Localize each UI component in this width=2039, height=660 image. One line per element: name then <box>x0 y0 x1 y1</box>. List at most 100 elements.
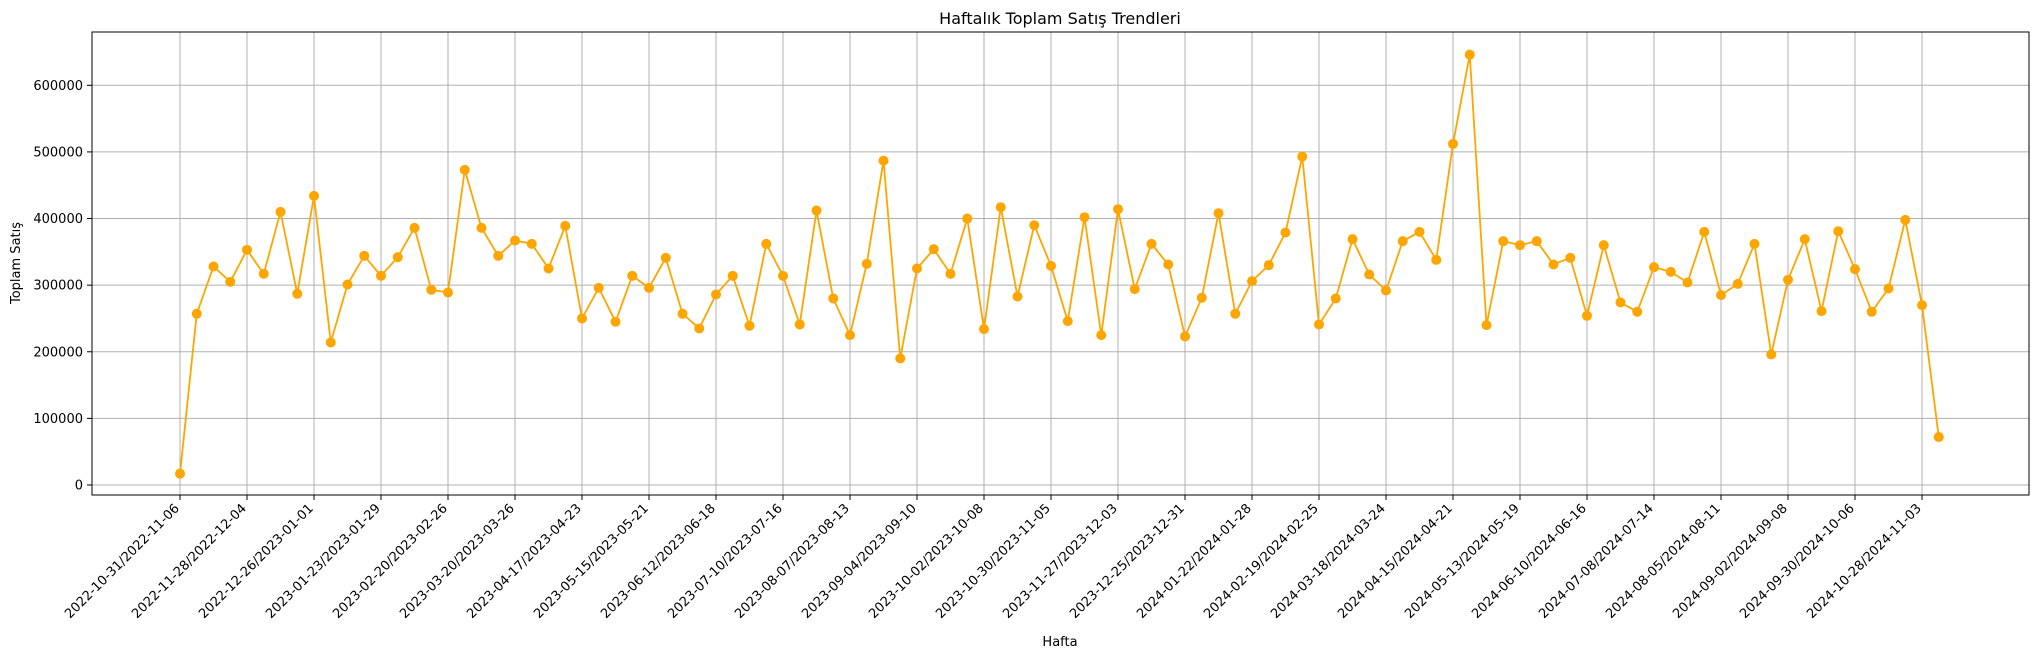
x-axis-label: Hafta <box>1042 635 1077 650</box>
data-point <box>208 261 219 272</box>
x-tick-label: 2024-10-28/2024-11-03 <box>1804 501 1925 622</box>
x-tick-label: 2023-07-10/2023-07-16 <box>665 501 786 622</box>
data-point <box>225 276 236 287</box>
data-point <box>694 323 705 334</box>
data-point <box>1866 306 1877 317</box>
data-point <box>1716 290 1726 301</box>
data-point <box>878 155 889 166</box>
x-tick-label: 2022-12-26/2023-01-01 <box>196 501 317 622</box>
x-tick-label: 2023-02-20/2023-02-26 <box>330 501 451 622</box>
data-point <box>175 468 185 479</box>
x-tick-label: 2023-12-25/2023-12-31 <box>1067 501 1188 622</box>
data-point <box>828 293 839 304</box>
x-tick-label: 2023-08-07/2023-08-13 <box>732 501 853 622</box>
data-point <box>1364 269 1375 280</box>
data-point <box>258 268 269 279</box>
y-tick-label: 300000 <box>33 279 83 294</box>
data-point <box>443 287 453 298</box>
y-tick-label: 0 <box>75 479 83 494</box>
data-point <box>644 282 654 293</box>
data-point <box>979 324 989 335</box>
data-point <box>1816 306 1827 317</box>
x-tick-label: 2024-09-02/2024-09-08 <box>1670 501 1791 622</box>
data-point <box>794 319 805 330</box>
x-tick-label: 2024-05-13/2024-05-19 <box>1402 501 1523 622</box>
data-point <box>493 250 504 261</box>
y-tick-label: 600000 <box>33 79 83 94</box>
data-point <box>1582 310 1592 321</box>
x-tick-label: 2023-09-04/2023-09-10 <box>799 501 920 622</box>
x-tick-label: 2024-08-05/2024-08-11 <box>1603 501 1724 622</box>
data-point <box>325 337 336 348</box>
data-point <box>1079 212 1090 223</box>
data-point <box>1448 138 1458 149</box>
data-point <box>309 190 319 201</box>
data-point <box>1180 331 1190 342</box>
x-tick-label: 2024-06-10/2024-06-16 <box>1469 501 1590 622</box>
y-axis-ticks: 0 100000 200000 300000 400000 500000 600000 <box>33 79 92 494</box>
data-point <box>1548 259 1559 270</box>
data-point <box>995 202 1006 213</box>
y-tick-label: 400000 <box>33 212 83 227</box>
data-point <box>1146 238 1157 249</box>
data-point <box>359 250 370 261</box>
data-point <box>1029 220 1040 231</box>
data-point <box>610 316 621 327</box>
data-point <box>1565 252 1576 263</box>
data-point <box>191 308 202 319</box>
data-point <box>1598 240 1609 251</box>
x-tick-label: 2024-07-08/2024-07-14 <box>1536 501 1657 622</box>
data-point <box>1096 330 1107 341</box>
data-point <box>1129 284 1140 295</box>
data-point <box>409 222 420 233</box>
y-axis-label: Toplam Satış <box>9 222 24 305</box>
data-point <box>1933 432 1944 443</box>
data-point <box>1330 293 1341 304</box>
data-point <box>811 205 822 216</box>
data-point <box>1917 300 1927 311</box>
data-point <box>1531 236 1542 247</box>
data-point <box>1297 151 1308 162</box>
chart-title: Haftalık Toplam Satış Trendleri <box>939 9 1181 28</box>
x-tick-label: 2023-03-20/2023-03-26 <box>397 501 518 622</box>
x-tick-label: 2023-06-12/2023-06-18 <box>598 501 719 622</box>
data-point <box>242 244 252 255</box>
data-point <box>1699 226 1710 237</box>
data-point <box>1615 297 1626 308</box>
plot-frame <box>91 31 2030 496</box>
data-point <box>1665 266 1676 277</box>
data-point <box>376 270 386 281</box>
series-line <box>179 54 1940 474</box>
data-point <box>778 270 788 281</box>
data-point <box>845 330 855 341</box>
data-point <box>1900 214 1911 225</box>
data-point <box>1883 283 1894 294</box>
data-point <box>342 279 353 290</box>
data-point <box>1280 227 1291 238</box>
data-point <box>510 235 520 246</box>
data-point <box>1515 240 1525 251</box>
data-point <box>292 288 303 299</box>
data-point <box>426 284 437 295</box>
data-point <box>1464 49 1475 60</box>
y-tick-label: 100000 <box>33 412 83 427</box>
data-point <box>1196 292 1207 303</box>
data-point <box>727 270 738 281</box>
data-point <box>711 289 721 300</box>
data-point <box>1481 320 1492 331</box>
x-tick-label: 2024-09-30/2024-10-06 <box>1737 501 1858 622</box>
x-axis-ticks: 2022-10-31/2022-11-062022-11-28/2022-12-… <box>62 495 1925 622</box>
data-point <box>1833 226 1844 237</box>
data-point <box>1347 234 1358 245</box>
data-point <box>660 252 671 263</box>
data-point <box>861 258 872 269</box>
x-tick-label: 2024-04-15/2024-04-21 <box>1335 501 1456 622</box>
y-tick-label: 500000 <box>33 145 83 160</box>
x-tick-label: 2022-10-31/2022-11-06 <box>62 501 183 622</box>
data-point <box>1113 204 1123 215</box>
x-tick-label: 2024-03-18/2024-03-24 <box>1268 501 1389 622</box>
data-point <box>476 222 487 233</box>
data-point <box>459 164 470 175</box>
data-point <box>1163 259 1174 270</box>
